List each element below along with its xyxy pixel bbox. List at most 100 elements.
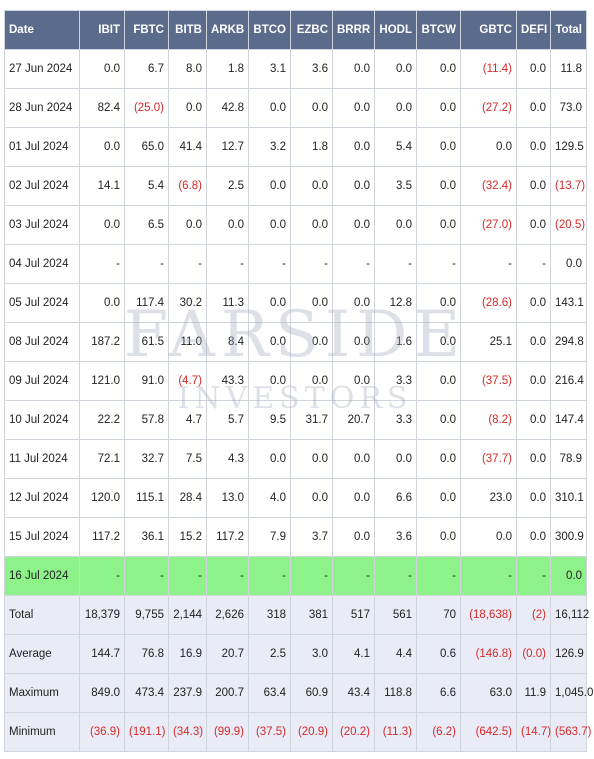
value-cell: 91.0 (124, 361, 169, 401)
value-cell: - (206, 244, 249, 284)
value-cell: 849.0 (79, 673, 125, 713)
value-cell: 120.0 (79, 478, 125, 518)
date-cell: 10 Jul 2024 (4, 400, 80, 440)
value-cell: 65.0 (124, 127, 169, 167)
summary-label-cell: Maximum (4, 673, 80, 713)
value-cell: 2,626 (206, 595, 249, 635)
value-cell: - (124, 556, 169, 596)
table-row: 10 Jul 2024 22.2 57.8 4.7 5.7 9.5 31.7 20.7 3.3 0… (4, 400, 587, 440)
date-cell: 12 Jul 2024 (4, 478, 80, 518)
value-cell: 6.7 (124, 49, 169, 89)
value-cell: 57.8 (124, 400, 169, 440)
value-cell: 0.0 (290, 88, 333, 128)
value-cell: - (290, 556, 333, 596)
value-cell: (27.0) (460, 205, 517, 245)
value-cell: 0.0 (374, 88, 417, 128)
value-cell: 7.5 (168, 439, 207, 479)
value-cell: 11.0 (168, 322, 207, 362)
date-cell: 16 Jul 2024 (4, 556, 80, 596)
value-cell: 1,045.0 (550, 673, 593, 713)
value-cell: 4.7 (168, 400, 207, 440)
value-cell: - (460, 556, 517, 596)
value-cell: 61.5 (124, 322, 169, 362)
value-cell: 216.4 (550, 361, 587, 401)
value-cell: 0.0 (516, 283, 551, 323)
value-cell: 0.0 (248, 322, 291, 362)
value-cell: (34.3) (168, 712, 207, 752)
value-cell: 0.0 (416, 322, 461, 362)
date-cell: 27 Jun 2024 (4, 49, 80, 89)
table-row: 27 Jun 2024 0.0 6.7 8.0 1.8 3.1 3.6 0.0 0.0 0.0 (1… (4, 49, 587, 89)
value-cell: 5.4 (374, 127, 417, 167)
table-row: 02 Jul 2024 14.1 5.4 (6.8) 2.5 0.0 0.0 0.0 3.5 0.… (4, 166, 587, 206)
value-cell: 20.7 (332, 400, 375, 440)
value-cell: (11.4) (460, 49, 517, 89)
value-cell: 147.4 (550, 400, 587, 440)
value-cell: 0.0 (516, 439, 551, 479)
value-cell: - (79, 244, 125, 284)
value-cell: 0.0 (248, 88, 291, 128)
table-row: 12 Jul 2024 120.0 115.1 28.4 13.0 4.0 0.0 0.0 6.… (4, 478, 587, 518)
date-cell: 15 Jul 2024 (4, 517, 80, 557)
value-cell: 3.6 (290, 49, 333, 89)
table-row: 03 Jul 2024 0.0 6.5 0.0 0.0 0.0 0.0 0.0 0.0 0.0 (2… (4, 205, 587, 245)
value-cell: 0.0 (79, 127, 125, 167)
table-row: 09 Jul 2024 121.0 91.0 (4.7) 43.3 0.0 0.0 0.0 3.… (4, 361, 587, 401)
value-cell: 20.7 (206, 634, 249, 674)
value-cell: 0.0 (332, 439, 375, 479)
value-cell: - (206, 556, 249, 596)
column-header-date: Date (4, 10, 80, 50)
value-cell: (20.9) (290, 712, 333, 752)
value-cell: 0.0 (416, 361, 461, 401)
value-cell: - (332, 244, 375, 284)
value-cell: 0.0 (332, 361, 375, 401)
value-cell: 0.0 (516, 205, 551, 245)
value-cell: (11.3) (374, 712, 417, 752)
table-header-row: Date IBIT FBTC BITB ARKB BTCO EZBC BRRR HODL BTCW… (4, 10, 587, 50)
value-cell: - (516, 244, 551, 284)
value-cell: 0.0 (332, 205, 375, 245)
value-cell: 0.0 (460, 517, 517, 557)
value-cell: 1.8 (206, 49, 249, 89)
value-cell: 0.0 (290, 361, 333, 401)
value-cell: 0.0 (416, 127, 461, 167)
column-header-arkb: ARKB (206, 10, 249, 50)
value-cell: 0.0 (416, 283, 461, 323)
column-header-hodl: HODL (374, 10, 417, 50)
value-cell: - (79, 556, 125, 596)
value-cell: 0.6 (416, 634, 461, 674)
value-cell: 310.1 (550, 478, 587, 518)
value-cell: 0.0 (516, 400, 551, 440)
value-cell: 4.4 (374, 634, 417, 674)
value-cell: 300.9 (550, 517, 587, 557)
value-cell: 32.7 (124, 439, 169, 479)
value-cell: 11.3 (206, 283, 249, 323)
column-header-ezbc: EZBC (290, 10, 333, 50)
value-cell: 0.0 (248, 283, 291, 323)
value-cell: 0.0 (290, 322, 333, 362)
value-cell: 0.0 (374, 439, 417, 479)
value-cell: 6.6 (374, 478, 417, 518)
value-cell: 8.4 (206, 322, 249, 362)
value-cell: 200.7 (206, 673, 249, 713)
value-cell: 143.1 (550, 283, 587, 323)
column-header-btco: BTCO (248, 10, 291, 50)
value-cell: - (290, 244, 333, 284)
value-cell: 16,112 (550, 595, 589, 635)
value-cell: (13.7) (550, 166, 587, 206)
table-row: 15 Jul 2024 117.2 36.1 15.2 117.2 7.9 3.7 0.0 3.… (4, 517, 587, 557)
value-cell: 16.9 (168, 634, 207, 674)
value-cell: 13.0 (206, 478, 249, 518)
value-cell: 3.2 (248, 127, 291, 167)
value-cell: 9,755 (124, 595, 169, 635)
value-cell: 8.0 (168, 49, 207, 89)
value-cell: 76.8 (124, 634, 169, 674)
value-cell: 31.7 (290, 400, 333, 440)
table-body: 27 Jun 2024 0.0 6.7 8.0 1.8 3.1 3.6 0.0 0.0 0.0 (1… (4, 49, 593, 752)
date-cell: 09 Jul 2024 (4, 361, 80, 401)
date-cell: 04 Jul 2024 (4, 244, 80, 284)
value-cell: 43.3 (206, 361, 249, 401)
value-cell: (27.2) (460, 88, 517, 128)
value-cell: - (248, 244, 291, 284)
value-cell: 0.0 (416, 439, 461, 479)
